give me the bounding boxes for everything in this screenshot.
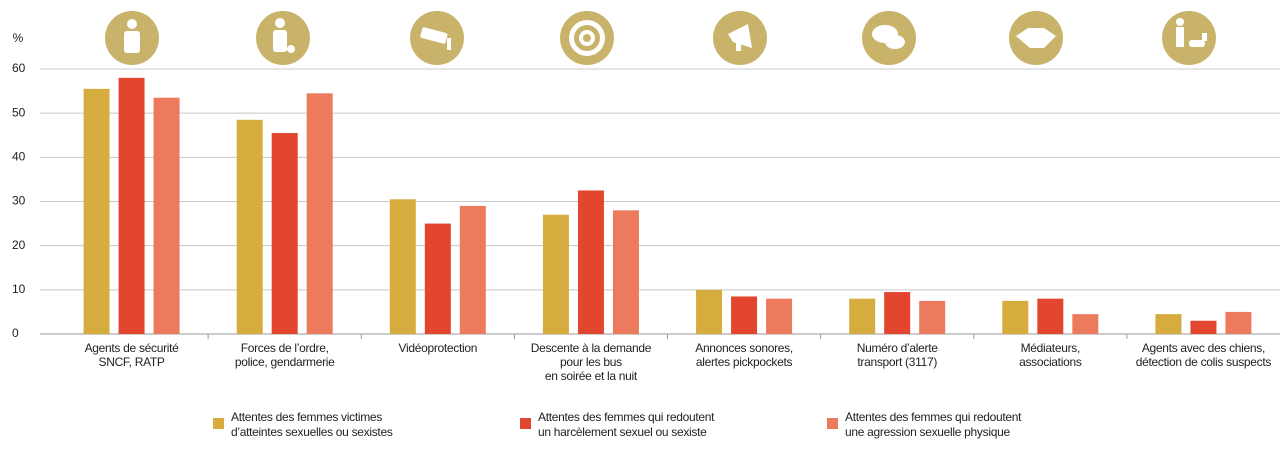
legend-swatch: [827, 418, 838, 429]
bar: [1037, 298, 1064, 334]
bar: [542, 214, 569, 334]
x-tick-label: Numéro d’alerte transport (3117): [856, 341, 938, 369]
y-tick-label: 10: [12, 282, 26, 296]
bar: [1190, 320, 1217, 334]
y-tick-label: 30: [12, 194, 26, 208]
legend-swatch: [213, 418, 224, 429]
bar: [1155, 314, 1182, 334]
bar: [271, 133, 298, 334]
bar: [306, 93, 333, 335]
x-tick-label: Médiateurs, associations: [1019, 341, 1082, 369]
x-tick-label: Agents de sécurité SNCF, RATP: [84, 341, 179, 369]
bar: [1002, 300, 1029, 334]
legend-label: Attentes des femmes qui redoutent un har…: [538, 410, 715, 439]
x-tick-label: Vidéoprotection: [398, 341, 478, 355]
bar: [884, 292, 911, 334]
bar: [459, 205, 486, 334]
legend-swatch: [520, 418, 531, 429]
bar: [731, 296, 758, 334]
bar: [424, 223, 451, 334]
legend-label: Attentes des femmes qui redoutent une ag…: [845, 410, 1022, 439]
icon: [1162, 11, 1216, 65]
bar: [612, 210, 639, 334]
bar: [153, 97, 180, 334]
bar: [849, 298, 876, 334]
bar: [696, 289, 723, 334]
bar: [236, 119, 263, 335]
x-tick-label: Agents avec des chiens, détection de col…: [1135, 341, 1272, 369]
bar: [83, 88, 110, 334]
y-tick-label: 40: [12, 150, 26, 164]
bar: [118, 77, 145, 334]
y-tick-label: 60: [12, 61, 26, 75]
bar: [766, 298, 793, 334]
bar: [1072, 314, 1099, 334]
y-tick-label: 50: [12, 105, 26, 119]
x-tick-label: Forces de l’ordre, police, gendarmerie: [234, 341, 335, 369]
x-tick-label: Annonces sonores, alertes pickpockets: [695, 341, 793, 369]
x-tick-label: Descente à la demande pour les bus en so…: [530, 341, 652, 383]
bar: [919, 300, 946, 334]
bar: [389, 199, 416, 334]
y-axis-label: %: [13, 31, 24, 45]
y-tick-label: 20: [12, 238, 26, 252]
legend-label: Attentes des femmes victimes d’atteintes…: [231, 410, 393, 439]
bar: [1225, 311, 1252, 334]
icon-glyphs: [124, 18, 1207, 56]
y-tick-label: 0: [12, 326, 19, 340]
bar: [577, 190, 604, 334]
